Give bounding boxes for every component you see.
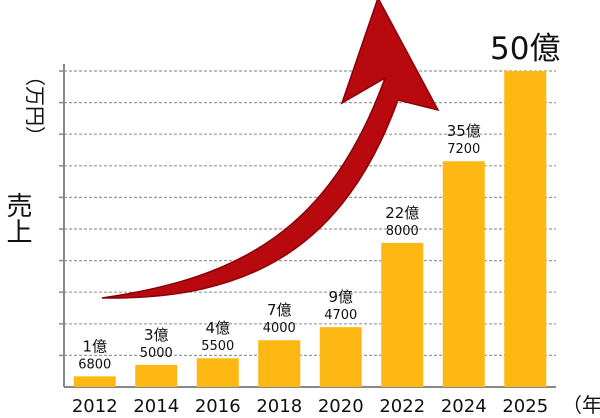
bar-label-man: 4700 [324, 308, 357, 323]
bar-label-oku: 7億 [267, 301, 292, 319]
bar-label-oku: 35億 [447, 122, 481, 140]
bar [258, 340, 301, 387]
bar [319, 327, 362, 387]
y-axis-unit-text: （万円） [23, 66, 47, 144]
y-axis-unit: （万円） [23, 66, 47, 144]
bar [196, 358, 239, 387]
x-tick-label: 2016 [195, 396, 241, 417]
y-axis-label-text: 売上 [2, 192, 32, 244]
bar-label-man: 4000 [263, 321, 296, 336]
x-axis-unit: （年） [562, 393, 600, 417]
bar-label-oku: 9億 [328, 288, 353, 306]
trend-arrow-icon [101, 0, 440, 299]
bar-label-man: 5500 [201, 339, 234, 354]
bar [442, 161, 485, 387]
bar-label-oku: 1億 [82, 337, 107, 355]
x-tick-label: 2025 [502, 396, 548, 417]
bar-label-oku: 4億 [205, 319, 230, 337]
y-axis-label: 売上 [2, 192, 32, 244]
bars [73, 71, 547, 387]
x-tick-label: 2018 [256, 396, 302, 417]
bar-label-oku: 3億 [144, 326, 169, 344]
x-tick-labels: 2012 2014 2016 2018 2020 2022 2024 2025 [72, 396, 548, 417]
bar-label-man: 6800 [78, 357, 111, 372]
bar [135, 364, 178, 387]
bar-label-man: 8000 [386, 224, 419, 239]
bar [73, 376, 116, 387]
bar-label-oku: 22億 [385, 204, 419, 222]
x-tick-label: 2012 [72, 396, 118, 417]
bar-label-man: 7200 [447, 142, 480, 157]
x-tick-label: 2022 [379, 396, 425, 417]
bar [504, 71, 547, 387]
bar-label-man: 5000 [140, 346, 173, 361]
bar-label-oku: 50億 [490, 31, 560, 67]
bar-labels: 1億 6800 3億 5000 4億 5500 7億 4000 9億 4700 22億 8000 35億… [78, 31, 560, 372]
x-tick-label: 2024 [441, 396, 487, 417]
x-tick-label: 2014 [133, 396, 179, 417]
x-tick-label: 2020 [318, 396, 364, 417]
bar [381, 242, 424, 387]
